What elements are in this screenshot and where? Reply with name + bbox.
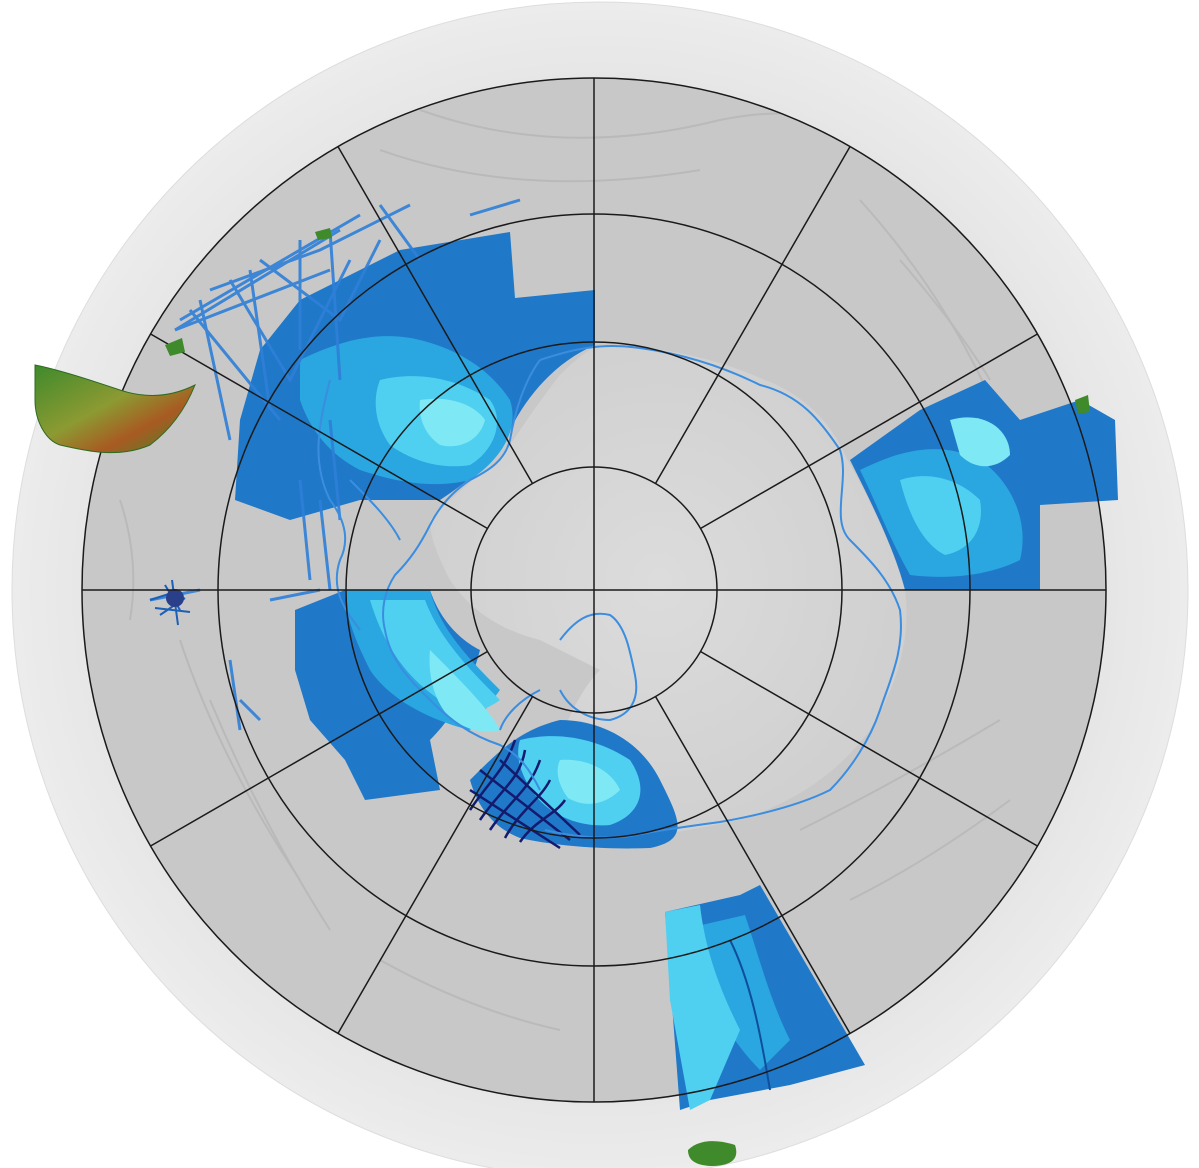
bathymetry-lower-right	[665, 885, 865, 1110]
meridian-line	[337, 146, 534, 484]
land-islands	[315, 228, 1090, 1166]
coastlines	[317, 344, 902, 839]
bathymetry-bottom	[470, 720, 678, 849]
meridian-line	[654, 696, 851, 1034]
bathymetry-left-lower	[295, 590, 500, 800]
meridian-line	[654, 146, 851, 484]
graticule-meridians	[82, 78, 1106, 1102]
meridian-line	[337, 696, 534, 1034]
bathymetry-upper-left	[235, 232, 595, 520]
meridian-line	[150, 333, 488, 530]
dense-dark-tracks	[468, 739, 581, 850]
antarctic-continent	[430, 345, 907, 840]
meridian-line	[700, 333, 1038, 530]
track-cluster-west	[149, 579, 191, 626]
meridian-line	[150, 650, 488, 847]
bathymetry-right	[850, 380, 1118, 590]
land-south-america	[34, 338, 196, 454]
meridian-line	[700, 650, 1038, 847]
